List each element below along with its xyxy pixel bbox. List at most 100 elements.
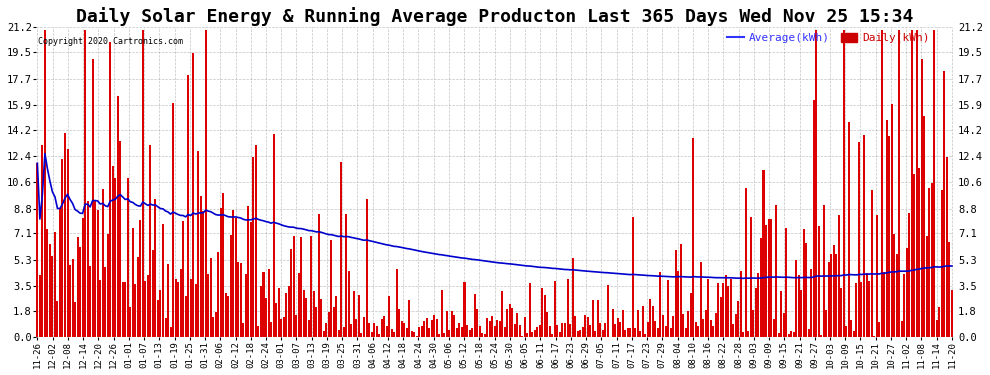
Bar: [841, 288, 842, 337]
Bar: [906, 248, 908, 337]
Bar: [220, 208, 222, 337]
Bar: [788, 334, 790, 337]
Bar: [458, 323, 460, 337]
Bar: [421, 326, 423, 337]
Bar: [581, 327, 583, 337]
Bar: [772, 319, 774, 337]
Bar: [828, 262, 830, 337]
Bar: [705, 310, 707, 337]
Bar: [468, 330, 470, 337]
Bar: [411, 331, 413, 337]
Bar: [556, 325, 558, 337]
Bar: [288, 286, 290, 337]
Bar: [617, 318, 619, 337]
Bar: [821, 334, 823, 337]
Bar: [793, 332, 795, 337]
Legend: Average(kWh), Daily(kWh): Average(kWh), Daily(kWh): [728, 33, 930, 43]
Bar: [167, 264, 169, 337]
Bar: [298, 273, 300, 337]
Bar: [672, 316, 674, 337]
Bar: [725, 275, 727, 337]
Bar: [594, 331, 596, 337]
Bar: [426, 318, 428, 337]
Bar: [720, 297, 722, 337]
Bar: [646, 322, 648, 337]
Bar: [805, 243, 807, 337]
Bar: [42, 146, 44, 337]
Bar: [179, 268, 181, 337]
Bar: [929, 188, 931, 337]
Bar: [514, 324, 516, 337]
Bar: [169, 327, 171, 337]
Bar: [770, 219, 772, 337]
Bar: [228, 296, 230, 337]
Bar: [667, 280, 669, 337]
Bar: [37, 163, 39, 337]
Bar: [491, 316, 493, 337]
Bar: [790, 331, 792, 337]
Bar: [576, 331, 578, 337]
Bar: [544, 295, 545, 337]
Bar: [939, 307, 940, 337]
Bar: [948, 242, 950, 337]
Bar: [632, 217, 634, 337]
Bar: [401, 321, 403, 337]
Title: Daily Solar Energy & Running Average Producton Last 365 Days Wed Nov 25 15:34: Daily Solar Energy & Running Average Pro…: [76, 7, 914, 26]
Bar: [546, 312, 548, 337]
Bar: [441, 290, 443, 337]
Bar: [750, 217, 752, 337]
Bar: [569, 324, 571, 337]
Bar: [757, 273, 759, 337]
Bar: [164, 318, 166, 337]
Bar: [810, 270, 812, 337]
Bar: [151, 250, 154, 337]
Bar: [473, 294, 475, 337]
Bar: [61, 159, 63, 337]
Bar: [450, 311, 453, 337]
Bar: [898, 30, 900, 337]
Bar: [341, 162, 343, 337]
Bar: [47, 229, 49, 337]
Bar: [723, 282, 725, 337]
Bar: [272, 134, 274, 337]
Bar: [715, 313, 717, 337]
Bar: [496, 321, 498, 337]
Bar: [712, 326, 714, 337]
Bar: [559, 332, 561, 337]
Bar: [509, 304, 511, 337]
Bar: [275, 303, 277, 337]
Bar: [870, 190, 872, 337]
Bar: [145, 281, 147, 337]
Bar: [534, 330, 536, 337]
Bar: [436, 320, 438, 337]
Bar: [195, 284, 197, 337]
Bar: [847, 122, 850, 337]
Bar: [172, 103, 174, 337]
Bar: [323, 331, 325, 337]
Bar: [679, 244, 681, 337]
Bar: [687, 311, 689, 337]
Bar: [662, 315, 664, 337]
Bar: [386, 326, 388, 337]
Bar: [836, 254, 838, 337]
Bar: [157, 300, 159, 337]
Bar: [446, 311, 447, 337]
Bar: [439, 334, 441, 337]
Bar: [682, 314, 684, 337]
Bar: [501, 291, 503, 337]
Bar: [649, 299, 651, 337]
Bar: [765, 225, 767, 337]
Bar: [511, 308, 513, 337]
Bar: [79, 248, 81, 337]
Bar: [308, 320, 310, 337]
Bar: [97, 210, 99, 337]
Bar: [355, 319, 357, 337]
Bar: [855, 283, 857, 337]
Bar: [282, 316, 284, 337]
Bar: [823, 205, 825, 337]
Bar: [333, 307, 335, 337]
Bar: [529, 283, 531, 337]
Bar: [347, 271, 349, 337]
Bar: [896, 255, 898, 337]
Bar: [429, 328, 431, 337]
